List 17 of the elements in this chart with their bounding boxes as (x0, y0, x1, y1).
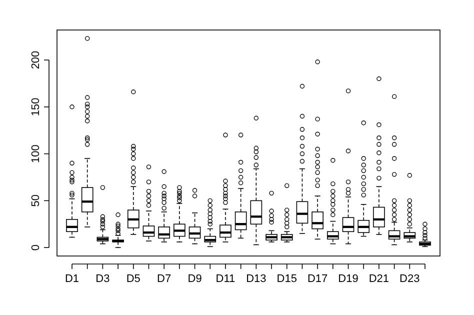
x-tick-label: D21 (368, 273, 390, 285)
x-tick-label: D1 (64, 273, 80, 285)
x-tick-label: D9 (188, 273, 202, 285)
x-tick-label: D15 (276, 273, 297, 285)
x-tick-label: D3 (96, 273, 110, 285)
y-tick-label: 0 (30, 244, 42, 251)
x-tick-label: D11 (216, 273, 236, 285)
y-tick-label: 50 (30, 194, 42, 207)
x-tick-label: D17 (307, 273, 328, 285)
x-tick-label: D5 (126, 273, 140, 285)
y-tick-label: 150 (30, 98, 42, 116)
y-tick-label: 100 (30, 144, 42, 163)
y-tick-label: 200 (30, 50, 42, 70)
x-tick-label: D7 (157, 273, 172, 285)
x-tick-label: D13 (246, 273, 266, 285)
x-tick-label: D19 (338, 273, 358, 285)
x-tick-label: D23 (400, 273, 420, 285)
